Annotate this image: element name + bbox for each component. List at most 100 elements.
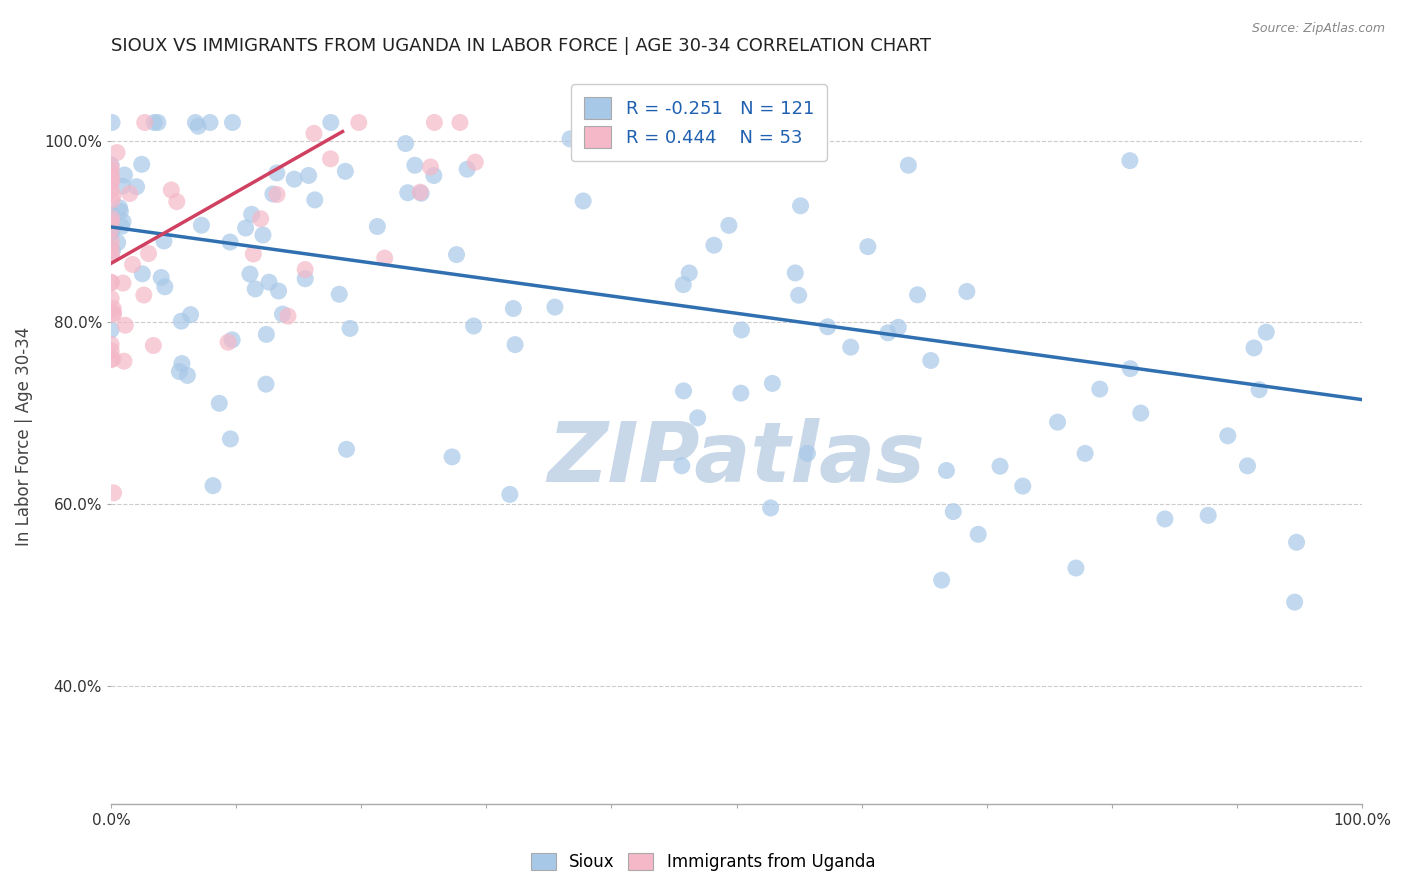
Point	[262, 186, 284, 201]
Point	[254, 327, 277, 342]
Text: SIOUX VS IMMIGRANTS FROM UGANDA IN LABOR FORCE | AGE 30-34 CORRELATION CHART: SIOUX VS IMMIGRANTS FROM UGANDA IN LABOR…	[111, 37, 931, 55]
Point	[208, 396, 231, 410]
Point	[1154, 512, 1177, 526]
Point	[100, 248, 122, 262]
Point	[101, 115, 124, 129]
Point	[221, 333, 243, 347]
Point	[1064, 561, 1087, 575]
Point	[100, 323, 122, 337]
Point	[787, 288, 810, 302]
Point	[153, 234, 176, 248]
Legend: R = -0.251   N = 121, R = 0.444    N = 53: R = -0.251 N = 121, R = 0.444 N = 53	[571, 85, 827, 161]
Point	[672, 384, 695, 398]
Point	[1074, 446, 1097, 460]
Point	[463, 318, 485, 333]
Point	[897, 158, 920, 172]
Point	[1249, 383, 1271, 397]
Point	[1129, 406, 1152, 420]
Point	[138, 246, 160, 260]
Point	[686, 410, 709, 425]
Point	[100, 169, 122, 183]
Point	[101, 194, 124, 208]
Point	[221, 115, 243, 129]
Point	[101, 188, 124, 202]
Point	[396, 186, 419, 200]
Point	[103, 306, 125, 320]
Point	[190, 219, 212, 233]
Point	[1088, 382, 1111, 396]
Point	[817, 319, 839, 334]
Point	[1119, 153, 1142, 168]
Point	[110, 204, 132, 219]
Point	[100, 182, 122, 196]
Point	[785, 266, 807, 280]
Point	[100, 163, 122, 178]
Point	[235, 221, 257, 235]
Point	[103, 301, 125, 316]
Point	[956, 285, 979, 299]
Point	[100, 275, 122, 289]
Point	[298, 169, 321, 183]
Point	[239, 267, 262, 281]
Point	[143, 115, 166, 129]
Point	[105, 145, 128, 160]
Point	[101, 221, 124, 235]
Point	[931, 573, 953, 587]
Point	[456, 162, 478, 177]
Point	[887, 320, 910, 334]
Point	[201, 478, 224, 492]
Point	[100, 246, 122, 260]
Point	[1256, 325, 1278, 339]
Point	[100, 160, 122, 174]
Point	[703, 238, 725, 252]
Point	[347, 115, 370, 129]
Point	[131, 267, 153, 281]
Point	[166, 194, 188, 209]
Point	[249, 211, 271, 226]
Point	[502, 301, 524, 316]
Point	[671, 458, 693, 473]
Point	[942, 505, 965, 519]
Point	[160, 183, 183, 197]
Point	[108, 201, 131, 215]
Point	[730, 323, 752, 337]
Point	[101, 172, 124, 186]
Point	[988, 459, 1011, 474]
Point	[134, 115, 156, 129]
Point	[967, 527, 990, 541]
Point	[907, 287, 929, 301]
Point	[761, 376, 783, 391]
Point	[877, 326, 900, 340]
Point	[294, 262, 316, 277]
Point	[404, 158, 426, 172]
Point	[100, 226, 122, 240]
Point	[717, 219, 740, 233]
Point	[112, 354, 135, 368]
Point	[335, 164, 357, 178]
Point	[170, 314, 193, 328]
Point	[100, 158, 122, 172]
Point	[304, 193, 326, 207]
Point	[920, 353, 942, 368]
Legend: Sioux, Immigrants from Uganda: Sioux, Immigrants from Uganda	[523, 845, 883, 880]
Point	[277, 309, 299, 323]
Point	[339, 321, 361, 335]
Point	[1046, 415, 1069, 429]
Point	[672, 277, 695, 292]
Point	[266, 166, 288, 180]
Point	[572, 194, 595, 208]
Point	[131, 157, 153, 171]
Point	[187, 119, 209, 133]
Point	[796, 446, 818, 460]
Point	[100, 352, 122, 367]
Point	[252, 227, 274, 242]
Point	[101, 211, 124, 226]
Point	[198, 115, 221, 129]
Point	[240, 207, 263, 221]
Point	[1285, 535, 1308, 549]
Point	[100, 216, 122, 230]
Point	[1236, 458, 1258, 473]
Point	[271, 307, 294, 321]
Point	[283, 172, 305, 186]
Point	[107, 235, 129, 250]
